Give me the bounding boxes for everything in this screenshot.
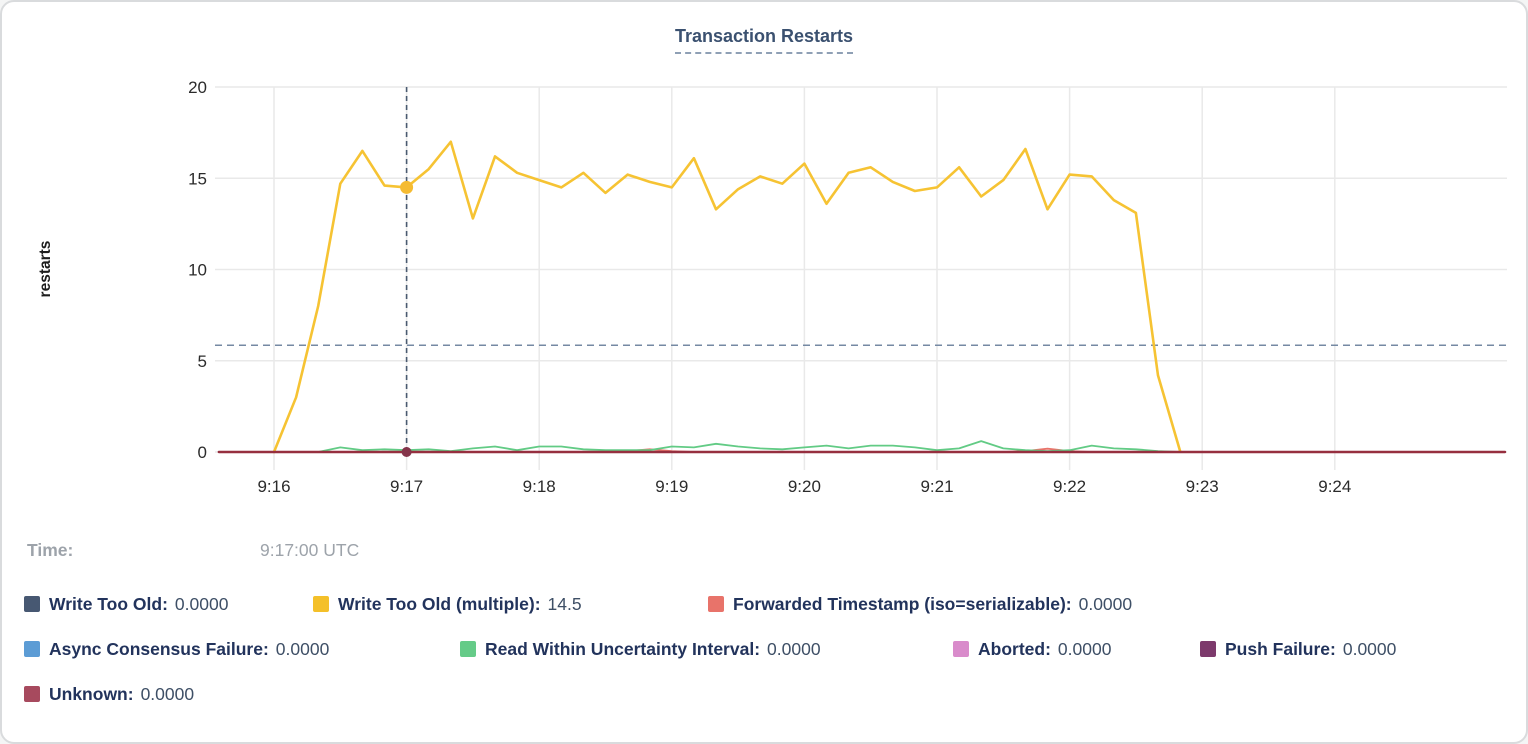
x-axis-tick-label: 9:23 <box>1186 477 1219 496</box>
legend-label: Write Too Old (multiple): <box>338 594 541 614</box>
x-axis-tick-label: 9:19 <box>655 477 688 496</box>
series-line-read-within-uncertainty-interval <box>317 440 1181 453</box>
legend-swatch-read-within-uncertainty-interval <box>460 641 476 657</box>
legend-swatch-write-too-old-multiple <box>313 596 329 612</box>
legend-label: Unknown: <box>49 684 134 704</box>
y-axis-tick-label: 20 <box>188 78 207 97</box>
transaction-restarts-chart[interactable]: 0 5 10 15 20 9:16 9:17 9:18 9:19 9:20 9:21 9:22 9:23… <box>2 2 1528 522</box>
chart-title[interactable]: Transaction Restarts <box>674 26 854 54</box>
legend-value: 0.0000 <box>275 639 330 659</box>
x-axis-tick-label: 9:24 <box>1318 477 1351 496</box>
legend-swatch-async-consensus-failure <box>24 641 40 657</box>
legend-label: Async Consensus Failure: <box>49 639 269 659</box>
y-axis-tick-label: 5 <box>198 352 207 371</box>
legend-item-read-within-uncertainty-interval[interactable]: Read Within Uncertainty Interval: 0.0000 <box>460 639 821 661</box>
legend-item-unknown[interactable]: Unknown: 0.0000 <box>24 684 194 706</box>
chart-title-row: Transaction Restarts <box>2 26 1526 54</box>
legend-value: 0.0000 <box>174 594 229 614</box>
legend-label: Aborted: <box>978 639 1051 659</box>
hover-dot-write-too-old-multiple <box>400 180 414 194</box>
x-axis-tick-label: 9:20 <box>788 477 821 496</box>
x-axis-tick-label: 9:21 <box>920 477 953 496</box>
y-axis-tick-label: 15 <box>188 169 207 188</box>
y-axis-tick-label: 0 <box>198 443 207 462</box>
legend-label: Write Too Old: <box>49 594 168 614</box>
legend-swatch-forwarded-timestamp <box>708 596 724 612</box>
x-axis-tick-label: 9:17 <box>390 477 423 496</box>
legend-item-write-too-old[interactable]: Write Too Old: 0.0000 <box>24 594 228 616</box>
legend-value: 0.0000 <box>1057 639 1112 659</box>
tooltip-time-label: Time: <box>27 540 74 560</box>
y-axis-label: restarts <box>37 241 54 298</box>
legend-swatch-write-too-old <box>24 596 40 612</box>
legend-value: 0.0000 <box>1078 594 1133 614</box>
legend-value: 0.0000 <box>1342 639 1397 659</box>
tooltip-time-value: 9:17:00 UTC <box>260 540 360 560</box>
x-axis-tick-label: 9:16 <box>257 477 290 496</box>
legend-swatch-push-failure <box>1200 641 1216 657</box>
legend-label: Read Within Uncertainty Interval: <box>485 639 761 659</box>
series-line-write-too-old-multiple <box>272 140 1182 454</box>
legend-value: 0.0000 <box>767 639 821 659</box>
legend-swatch-aborted <box>953 641 969 657</box>
legend-label: Forwarded Timestamp (iso=serializable): <box>733 594 1072 614</box>
legend-value: 14.5 <box>547 594 582 614</box>
legend-item-forwarded-timestamp[interactable]: Forwarded Timestamp (iso=serializable): 0… <box>708 594 1132 616</box>
legend-label: Push Failure: <box>1225 639 1336 659</box>
y-axis-tick-label: 10 <box>188 261 207 280</box>
legend-item-push-failure[interactable]: Push Failure: 0.0000 <box>1200 639 1396 661</box>
legend-value: 0.0000 <box>140 684 195 704</box>
legend-swatch-unknown <box>24 686 40 702</box>
legend-item-aborted[interactable]: Aborted: 0.0000 <box>953 639 1111 661</box>
legend-item-write-too-old-multiple[interactable]: Write Too Old (multiple): 14.5 <box>313 594 582 616</box>
x-axis-tick-label: 9:18 <box>523 477 556 496</box>
hover-dot-unknown <box>401 447 412 457</box>
legend-item-async-consensus-failure[interactable]: Async Consensus Failure: 0.0000 <box>24 639 329 661</box>
x-axis-tick-label: 9:22 <box>1053 477 1086 496</box>
